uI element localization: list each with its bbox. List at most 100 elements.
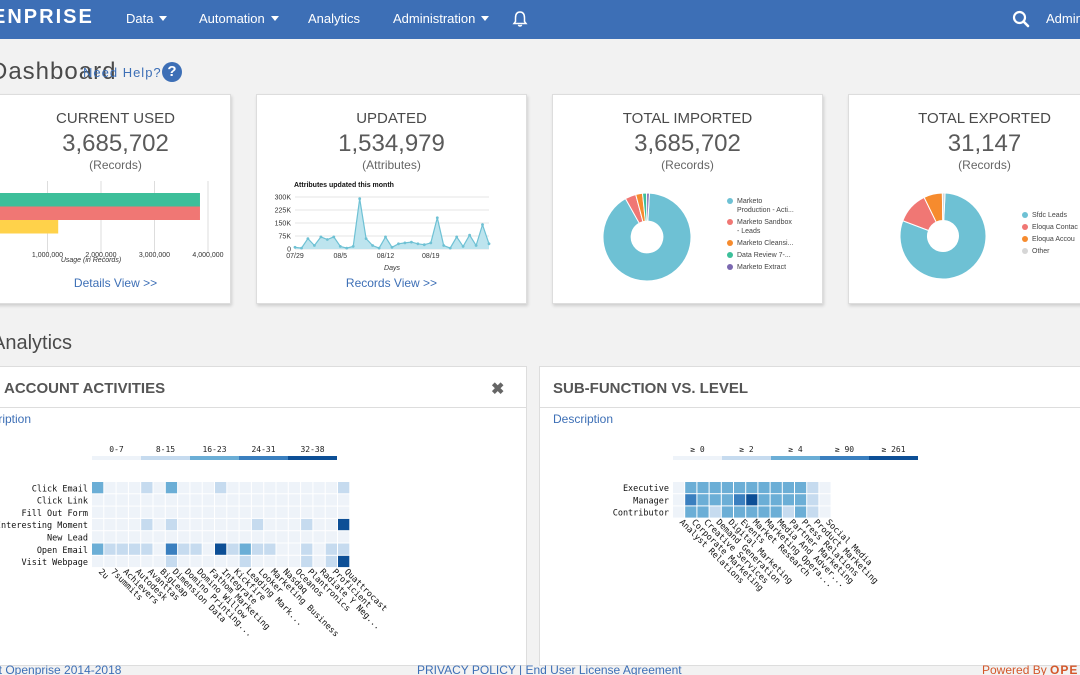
legend-item[interactable]: Sfdc Leads: [1022, 211, 1080, 220]
chevron-down-icon: [481, 16, 490, 21]
heat-cell: [325, 543, 337, 555]
heat-cell: [251, 506, 264, 518]
data-point: [397, 242, 400, 246]
heat-cell: [153, 531, 165, 543]
heat-cell: [338, 506, 350, 518]
legend-swatch: [869, 456, 918, 460]
legend-item[interactable]: Marketo Sandbox - Leads: [727, 218, 822, 236]
nav-administration[interactable]: Administration: [393, 11, 490, 26]
data-point: [345, 246, 349, 250]
logo[interactable]: ENPRISE: [0, 6, 94, 28]
heat-cell: [116, 531, 128, 543]
heat-cell: [239, 555, 251, 568]
heat-cell: [264, 555, 276, 568]
heat-cell: [325, 506, 337, 518]
legend-swatch: [727, 240, 733, 246]
data-point: [313, 244, 316, 247]
legend-item[interactable]: Other: [1022, 247, 1080, 256]
pie-slice: [646, 193, 650, 222]
heat-cell: [264, 543, 276, 555]
heat-cell: [325, 531, 337, 543]
close-icon[interactable]: ✖: [491, 381, 505, 398]
footer-links[interactable]: PRIVACY POLICY | End User License Agreem…: [417, 663, 682, 675]
heat-cell: [141, 555, 153, 568]
exported-legend: Sfdc Leads Eloqua Contac Eloqua Accou Other: [1022, 211, 1080, 259]
heat-cell: [190, 543, 202, 555]
help-link[interactable]: Need Help?: [83, 65, 162, 80]
x-axis-label: Days: [384, 265, 400, 272]
legend-label: 32-38: [300, 445, 324, 454]
card-total-imported: TOTAL IMPORTED 3,685,702 (Records) Marke…: [552, 94, 823, 304]
heat-cell: [239, 531, 251, 543]
pie-slice: [900, 193, 986, 279]
heat-cell: [807, 482, 819, 494]
heat-cell: [251, 518, 264, 531]
legend-label: ≥ 90: [835, 445, 854, 454]
data-point: [351, 245, 355, 248]
heat-cell: [153, 494, 165, 506]
top-nav: ENPRISE Data Automation Analytics Admini…: [0, 0, 1080, 39]
heat-cell: [92, 543, 104, 555]
heat-cell: [673, 494, 685, 506]
legend-label: Other: [1032, 248, 1050, 255]
y-tick-label: 150K: [275, 221, 292, 228]
heat-cell: [251, 543, 264, 555]
row-label: Executive: [623, 484, 669, 494]
records-view-link[interactable]: Records View >>: [345, 276, 438, 290]
user-menu[interactable]: Admin: [1046, 11, 1080, 26]
heat-cell: [202, 506, 214, 518]
description-link[interactable]: Description: [0, 412, 32, 426]
heat-cell: [153, 555, 165, 568]
heat-cell: [92, 494, 104, 506]
nav-data[interactable]: Data: [126, 11, 168, 26]
card-title: UPDATED: [356, 110, 427, 127]
data-point: [481, 223, 484, 227]
heat-cell: [685, 506, 697, 518]
y-tick-label: 75K: [279, 234, 292, 241]
heat-cell: [153, 543, 165, 555]
heat-cell: [819, 506, 831, 518]
powered-by-label: Powered By: [982, 663, 1047, 675]
legend-item[interactable]: Marketo Cleansi...: [727, 239, 822, 248]
heat-cell: [288, 531, 301, 543]
heat-cell: [92, 531, 104, 543]
legend-item[interactable]: Marketo Production - Acti...: [727, 197, 822, 215]
heat-cell: [313, 543, 325, 555]
heat-cell: [697, 494, 709, 506]
heat-cell: [153, 482, 165, 494]
x-tick-label: 3,000,000: [139, 252, 170, 259]
heat-cell: [264, 518, 276, 531]
search-icon[interactable]: [1012, 10, 1030, 33]
brand-name: OPE: [1050, 663, 1079, 675]
nav-analytics[interactable]: Analytics: [308, 11, 360, 26]
legend-item[interactable]: Eloqua Accou: [1022, 235, 1080, 244]
heat-cell: [104, 506, 116, 518]
heat-cell: [338, 543, 350, 555]
card-value: 31,147: [947, 130, 1022, 157]
heat-cell: [141, 482, 153, 494]
heat-cell: [758, 482, 770, 494]
description-link[interactable]: Description: [553, 412, 614, 426]
heat-cell: [104, 518, 116, 531]
heat-cell: [770, 506, 782, 518]
account-activities-heatmap: 0-7 8-15 16-23 24-31 32-38 Click Email Click L…: [0, 445, 389, 639]
details-view-link[interactable]: Details View >>: [73, 276, 158, 290]
data-point: [448, 246, 452, 250]
card-subtitle: (Records): [89, 158, 142, 172]
nav-automation[interactable]: Automation: [199, 11, 279, 26]
legend-swatch: [92, 456, 141, 460]
help-icon[interactable]: ?: [162, 62, 182, 82]
heat-cell: [239, 543, 251, 555]
legend-item[interactable]: Data Review 7-...: [727, 251, 822, 260]
heat-cell: [264, 531, 276, 543]
pie-slice: [941, 193, 946, 222]
bell-icon[interactable]: [511, 10, 529, 33]
legend-swatch: [239, 456, 288, 460]
legend-item[interactable]: Eloqua Contac: [1022, 223, 1080, 232]
legend-item[interactable]: Marketo Extract: [727, 263, 822, 272]
heat-cell: [92, 555, 104, 568]
heat-cell: [709, 494, 721, 506]
imported-legend: Marketo Production - Acti... Marketo Sandb…: [727, 197, 822, 275]
divider: [0, 407, 526, 408]
heat-cell: [128, 555, 141, 568]
